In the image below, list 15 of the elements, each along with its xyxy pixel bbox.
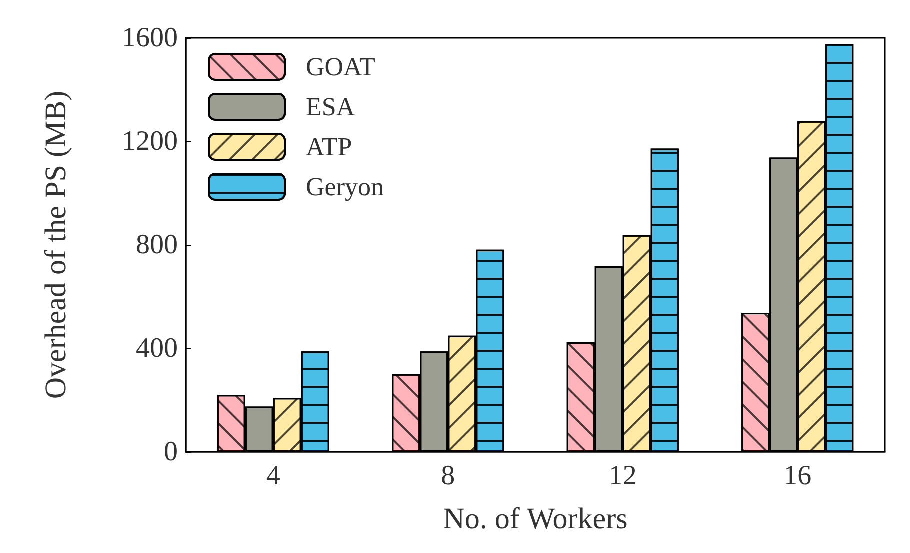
y-tick-label: 1200 xyxy=(122,126,178,157)
legend-label: GOAT xyxy=(306,52,376,82)
legend-label: ESA xyxy=(306,92,356,122)
x-axis-title: No. of Workers xyxy=(443,502,628,536)
x-tick-label: 8 xyxy=(441,460,456,492)
y-tick-label: 800 xyxy=(136,230,178,260)
x-tick-label: 16 xyxy=(784,460,812,492)
y-tick-label: 1600 xyxy=(122,22,178,54)
legend-label: Geryon xyxy=(306,172,384,202)
x-tick-label: 4 xyxy=(266,460,280,492)
y-axis-title: Overhead of the PS (MB) xyxy=(40,90,72,400)
x-tick-label: 12 xyxy=(608,460,637,492)
y-tick-label: 400 xyxy=(136,333,178,364)
legend-label: ATP xyxy=(306,132,352,162)
y-tick-label: 0 xyxy=(164,436,178,468)
